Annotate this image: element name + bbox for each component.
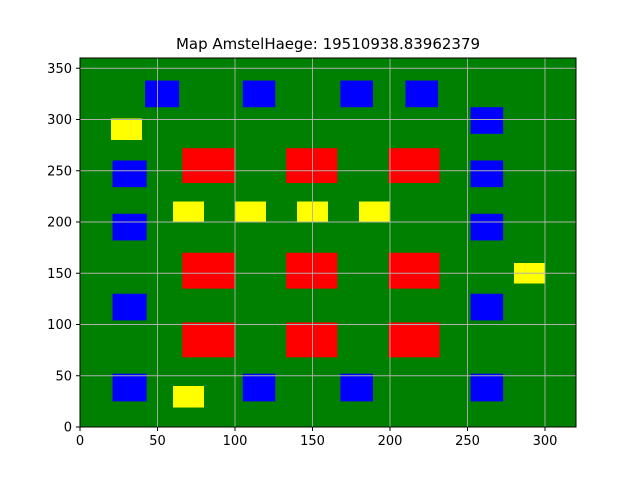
- x-tick-label-200: 200: [378, 434, 403, 449]
- y-tick-label-250: 250: [47, 164, 72, 179]
- plot-frame: [79, 57, 577, 428]
- x-tick-label-150: 150: [300, 434, 325, 449]
- y-tick-label-0: 0: [64, 421, 72, 436]
- x-tick-label-100: 100: [223, 434, 248, 449]
- y-tick-label-150: 150: [47, 267, 72, 282]
- blue-rect-8: [470, 213, 504, 241]
- x-tick-label-0: 0: [76, 434, 84, 449]
- blue-rect-3: [405, 80, 439, 108]
- red-rect-22: [286, 322, 338, 358]
- red-rect-15: [182, 148, 235, 184]
- yellow-rect-30: [173, 386, 204, 408]
- yellow-rect-26: [235, 201, 266, 222]
- red-rect-18: [182, 252, 235, 289]
- blue-rect-0: [145, 80, 180, 108]
- red-rect-17: [388, 148, 440, 184]
- y-tick-label-200: 200: [47, 216, 72, 231]
- rectangles-layer: [111, 80, 545, 408]
- blue-rect-2: [340, 80, 373, 108]
- grid-layer: [79, 58, 576, 428]
- x-tick-label-250: 250: [455, 434, 480, 449]
- x-tick-label-300: 300: [533, 434, 558, 449]
- red-rect-20: [388, 252, 440, 289]
- chart-title: Map AmstelHaege: 19510938.83962379: [176, 35, 480, 53]
- blue-rect-5: [112, 160, 147, 188]
- blue-rect-13: [340, 373, 373, 402]
- x-tick-label-50: 50: [149, 434, 166, 449]
- red-rect-19: [286, 252, 338, 289]
- blue-rect-7: [112, 213, 147, 241]
- blue-rect-14: [470, 373, 504, 402]
- y-tick-label-50: 50: [55, 369, 72, 384]
- red-rect-23: [388, 322, 440, 358]
- blue-rect-11: [112, 373, 147, 402]
- axes-layer: 0 50 100 150 200 250 300 0 50 100 150 200 250 300 350: [47, 57, 577, 449]
- y-tick-label-300: 300: [47, 113, 72, 128]
- blue-rect-1: [242, 80, 276, 108]
- blue-rect-4: [470, 107, 504, 134]
- red-rect-16: [286, 148, 338, 184]
- blue-rect-10: [470, 293, 504, 321]
- blue-rect-9: [112, 293, 147, 321]
- y-tick-label-100: 100: [47, 318, 72, 333]
- yellow-rect-28: [359, 201, 390, 222]
- yellow-rect-25: [173, 201, 204, 222]
- red-rect-21: [182, 322, 235, 358]
- y-tick-label-350: 350: [47, 62, 72, 77]
- blue-rect-6: [470, 160, 504, 188]
- blue-rect-12: [242, 373, 276, 402]
- yellow-rect-24: [111, 118, 142, 140]
